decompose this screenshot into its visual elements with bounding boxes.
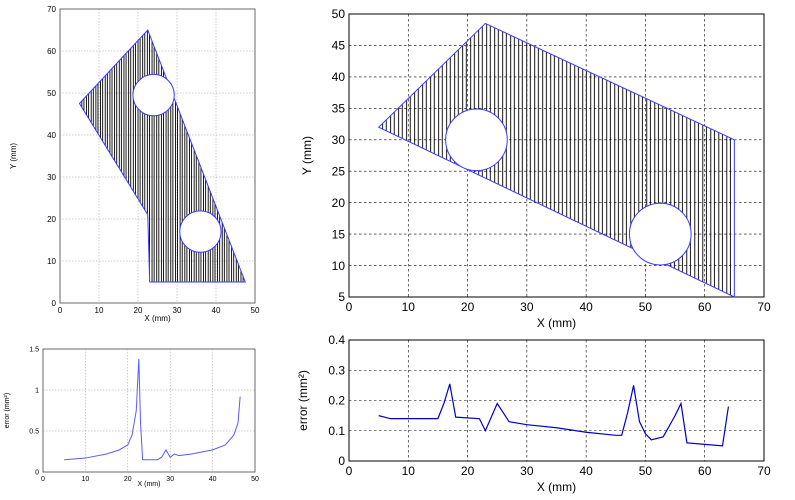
x-tick-label: 30 (520, 464, 534, 478)
y-tick-label: 0.5 (29, 428, 39, 435)
y-tick-label: 20 (47, 215, 56, 224)
x-tick-label: 0 (346, 300, 353, 314)
y-axis-label: Y (mm) (300, 136, 314, 175)
hole-1 (132, 73, 175, 117)
y-tick-label: 0.2 (328, 394, 345, 408)
x-tick-label: 10 (402, 300, 416, 314)
region-boundary (377, 22, 735, 298)
y-tick-label: 20 (332, 196, 346, 210)
hole-2 (628, 202, 692, 266)
y-tick-label: 0.4 (328, 333, 345, 347)
y-tick-label: 35 (332, 102, 346, 116)
hole-1 (445, 108, 508, 172)
y-tick-label: 1 (35, 387, 39, 394)
x-tick-label: 20 (134, 306, 143, 315)
y-tick-label: 25 (332, 164, 346, 178)
y-tick-label: 5 (338, 290, 345, 304)
y-tick-label: 0 (52, 299, 57, 308)
error-series-line (378, 383, 730, 447)
x-tick-label: 50 (639, 464, 653, 478)
y-tick-label: 0 (338, 454, 345, 468)
y-tick-label: 70 (47, 5, 56, 14)
x-tick-label: 60 (698, 464, 712, 478)
shape-plot-small: 0 10 20 30 40 50 0 10 20 30 40 50 60 70 X (mm) Y (mm) (9, 5, 260, 323)
x-tick-label: 50 (251, 306, 260, 315)
x-axis-label: X (mm) (138, 481, 161, 488)
x-tick-label: 0 (58, 306, 63, 315)
plot-area (42, 348, 256, 473)
y-tick-label: 10 (332, 259, 346, 273)
hole-2 (179, 210, 222, 253)
y-axis-label: Y (mm) (9, 143, 18, 169)
y-tick-label: 50 (332, 7, 346, 21)
y-tick-label: 30 (332, 133, 346, 147)
x-tick-label: 10 (402, 464, 416, 478)
x-axis-label: X (mm) (537, 316, 576, 330)
region-boundary (78, 29, 246, 283)
x-tick-label: 30 (173, 306, 182, 315)
x-tick-label: 0 (346, 464, 353, 478)
y-axis-label: error (mm²) (296, 370, 310, 431)
x-axis-label: X (mm) (537, 480, 576, 494)
x-tick-label: 50 (251, 476, 259, 483)
x-tick-label: 60 (698, 300, 712, 314)
x-tick-label: 30 (520, 300, 534, 314)
y-tick-label: 50 (47, 89, 56, 98)
error-series-line (64, 358, 241, 461)
y-tick-label: 0 (35, 469, 39, 476)
y-tick-label: 60 (47, 47, 56, 56)
y-tick-label: 45 (332, 39, 346, 53)
x-tick-label: 0 (41, 476, 45, 483)
x-tick-label: 40 (579, 464, 593, 478)
x-tick-label: 70 (757, 464, 771, 478)
y-tick-label: 0.1 (328, 424, 345, 438)
x-tick-label: 40 (212, 306, 221, 315)
shape-plot-large: 0 10 20 30 40 50 60 70 5 10 15 20 25 30 35 40 45 50 X (mm)… (300, 7, 771, 330)
y-tick-label: 1.5 (29, 346, 39, 353)
x-tick-label: 20 (461, 464, 475, 478)
x-tick-label: 30 (166, 476, 174, 483)
y-axis-label: error (mm²) (4, 393, 11, 428)
x-tick-label: 10 (82, 476, 90, 483)
x-tick-label: 40 (209, 476, 217, 483)
x-tick-label: 70 (757, 300, 771, 314)
x-axis-label: X (mm) (144, 314, 171, 323)
error-plot-small: 0 10 20 30 40 50 0 0.5 1 1.5 X (mm) error (mm²) (4, 346, 259, 488)
x-tick-label: 50 (639, 300, 653, 314)
y-tick-label: 40 (332, 70, 346, 84)
y-tick-label: 0.3 (328, 363, 345, 377)
y-tick-label: 30 (47, 173, 56, 182)
x-tick-label: 10 (95, 306, 104, 315)
y-tick-label: 10 (47, 257, 56, 266)
x-tick-label: 20 (461, 300, 475, 314)
x-tick-label: 20 (124, 476, 132, 483)
x-tick-label: 40 (579, 300, 593, 314)
y-tick-label: 40 (47, 131, 56, 140)
plot-area (59, 8, 256, 304)
y-tick-label: 15 (332, 227, 346, 241)
error-plot-large: 0 10 20 30 40 50 60 70 0 0.1 0.2 0.3 0.4 X (mm) error … (296, 333, 771, 494)
